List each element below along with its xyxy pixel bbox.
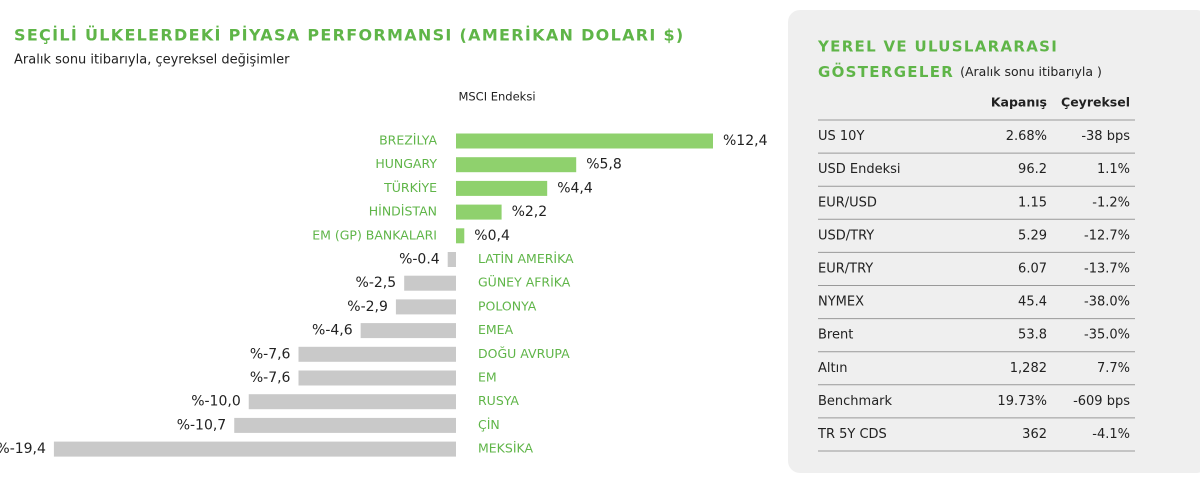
chart-subtitle: Aralık sonu itibarıyla, çeyreksel değişi… [14,53,290,68]
category-label: POLONYA [478,298,537,313]
bar [234,417,456,433]
table-heading: GÖSTERGELER (Aralık sonu itibarıyla ) [818,62,1102,81]
value-label: %-4,6 [312,323,353,339]
value-label: %-7,6 [250,370,291,386]
table-cell: 2.68% [1006,129,1047,144]
category-label: RUSYA [478,393,519,408]
value-label: %-10,7 [177,417,227,433]
value-label: %12,4 [723,133,768,149]
category-label: EMEA [478,322,514,337]
value-label: %-2,9 [347,299,388,315]
bar [395,299,456,315]
bar [298,346,456,362]
bar [248,394,456,410]
table-cell: -609 bps [1073,394,1130,409]
value-label: %4,4 [557,180,593,196]
chart-title: SEÇİLİ ÜLKELERDEKİ PİYASA PERFORMANSI (A… [14,26,685,45]
table-cell: -38.0% [1084,295,1130,310]
table-cell: 53.8 [1018,328,1047,343]
table-cell: TR 5Y CDS [817,427,887,442]
table-cell: NYMEX [818,295,864,310]
bar [447,252,456,267]
table-cell: -4.1% [1092,427,1130,442]
bar [298,370,456,386]
table-cell: Brent [818,328,853,343]
bar [53,441,457,457]
value-label: %-10,0 [191,394,241,410]
category-label: MEKSİKA [478,441,533,456]
table-cell: -35.0% [1084,328,1130,343]
value-label: %0,4 [474,228,510,244]
column-header: Kapanış [991,95,1047,110]
value-label: %-7,6 [250,346,291,362]
table-note: (Aralık sonu itibarıyla ) [960,64,1102,79]
value-label: %5,8 [586,157,622,173]
category-label: DOĞU AVRUPA [478,346,570,361]
table-title: YEREL VE ULUSLARARASI [817,38,1058,56]
category-label: ÇİN [478,417,500,432]
table-cell: Altın [818,361,847,376]
category-label: EM [478,370,497,385]
table-cell: US 10Y [818,129,864,144]
bar [404,275,456,291]
table-cell: 1.15 [1018,195,1047,210]
table-cell: 6.07 [1018,261,1047,276]
bar [456,157,577,173]
bar [456,204,502,220]
table-cell: -13.7% [1084,261,1130,276]
table-cell: EUR/TRY [818,261,873,276]
table-cell: USD Endeksi [818,162,901,177]
bar [456,180,548,196]
category-label: BREZİLYA [379,133,437,148]
category-label: GÜNEY AFRİKA [478,274,571,290]
axis-label: MSCI Endeksi [458,90,535,104]
bar [456,228,465,244]
value-label: %-19,4 [0,441,46,457]
bar [456,133,713,149]
value-label: %-2,5 [356,275,397,291]
category-label: TÜRKİYE [383,179,437,195]
value-label: %-0.4 [399,252,440,268]
table-cell: 1.1% [1097,162,1130,177]
table-cell: 19.73% [997,394,1047,409]
table-cell: USD/TRY [818,228,874,243]
bar [360,323,456,339]
table-cell: 45.4 [1018,295,1047,310]
category-label: EM (GP) BANKALARI [312,227,437,242]
value-label: %2,2 [512,204,548,220]
table-cell: 7.7% [1097,361,1130,376]
category-label: LATİN AMERİKA [478,251,574,266]
table-cell: EUR/USD [818,195,877,210]
table-cell: Benchmark [818,394,893,409]
table-title-2: GÖSTERGELER [818,62,954,81]
table-cell: -12.7% [1084,228,1130,243]
column-header: Çeyreksel [1061,95,1130,110]
table-cell: 1,282 [1010,361,1047,376]
table-cell: -1.2% [1092,195,1130,210]
category-label: HUNGARY [375,156,437,171]
table-cell: -38 bps [1081,129,1130,144]
category-label: HİNDİSTAN [369,204,437,219]
table-cell: 96.2 [1018,162,1047,177]
table-cell: 362 [1022,427,1047,442]
table-panel [788,10,1200,473]
table-cell: 5.29 [1018,228,1047,243]
